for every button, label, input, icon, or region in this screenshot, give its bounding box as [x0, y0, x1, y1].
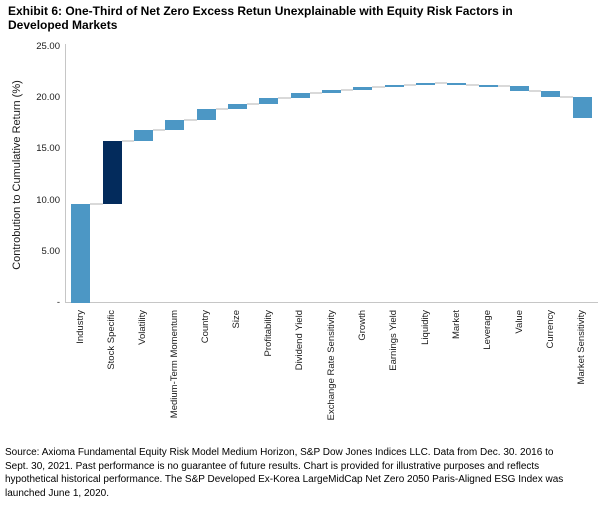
x-category-label-liquidity: Liquidity — [419, 310, 431, 345]
connector — [90, 202, 103, 205]
x-category-label-market-sensitivity: Market Sensitivity — [576, 310, 588, 385]
connector — [372, 85, 385, 88]
connector — [529, 89, 542, 92]
connector — [560, 95, 573, 98]
waterfall-chart: Controbution to Cumulative Return (%) 25… — [11, 41, 598, 421]
source-note-line: launched June 1, 2020. — [5, 487, 109, 499]
connector — [497, 84, 511, 87]
x-category-label-profitability: Profitability — [262, 310, 274, 357]
bar-value — [510, 85, 530, 91]
connector — [215, 108, 228, 111]
bar-market-sensitivity — [572, 96, 592, 118]
bar-country — [196, 109, 216, 120]
connector — [466, 83, 479, 86]
connector — [309, 92, 322, 95]
bar-stock-specific — [102, 141, 122, 204]
x-category-label-earnings-yield: Earnings Yield — [388, 310, 400, 371]
y-axis-line — [65, 44, 66, 303]
x-category-label-size: Size — [231, 310, 243, 329]
bar-leverage — [478, 84, 498, 87]
y-tick-label: 10.00 — [36, 194, 60, 206]
x-category-label-medium-term-momentum: Medium-Term Momentum — [168, 310, 180, 419]
bar-exchange-rate-sensitivity — [322, 90, 341, 94]
connector — [246, 103, 260, 106]
connector — [278, 97, 291, 100]
bar-size — [227, 104, 247, 110]
connector — [121, 140, 134, 143]
exhibit-title: Exhibit 6: One-Third of Net Zero Excess … — [8, 4, 513, 32]
bar-industry — [71, 203, 91, 303]
x-category-label-value: Value — [513, 310, 525, 334]
x-category-label-industry: Industry — [74, 310, 86, 344]
y-axis-title: Controbution to Cumulative Return (%) — [11, 80, 23, 270]
connector — [403, 83, 417, 86]
x-axis-baseline — [65, 302, 598, 303]
exhibit-title-line2: Developed Markets — [8, 18, 118, 32]
x-category-label-growth: Growth — [356, 310, 368, 341]
connector — [341, 89, 354, 91]
x-category-label-leverage: Leverage — [482, 310, 494, 350]
bar-liquidity — [416, 83, 436, 86]
y-tick-label: 25.00 — [36, 41, 60, 52]
exhibit-title-line1: Exhibit 6: One-Third of Net Zero Excess … — [8, 4, 513, 18]
source-note-line: Sept. 30, 2021. Past performance is no g… — [5, 460, 540, 472]
connector — [152, 128, 166, 131]
source-note-line: Source: Axioma Fundamental Equity Risk M… — [5, 447, 554, 458]
x-category-label-exchange-rate-sensitivity: Exchange Rate Sensitivity — [325, 310, 337, 421]
connector — [184, 118, 197, 121]
bar-currency — [541, 90, 561, 97]
connector — [435, 82, 448, 85]
y-tick-label: 15.00 — [36, 143, 60, 155]
x-category-label-country: Country — [200, 310, 212, 344]
x-category-label-dividend-yield: Dividend Yield — [294, 310, 306, 371]
y-tick-label: - — [56, 297, 60, 308]
bar-market — [447, 83, 467, 86]
y-tick-label: 20.00 — [36, 92, 60, 104]
bar-dividend-yield — [290, 93, 310, 99]
x-category-label-stock-specific: Stock Specific — [106, 310, 118, 370]
bar-volatility — [133, 129, 153, 142]
source-note: Source: Axioma Fundamental Equity Risk M… — [5, 446, 563, 500]
bar-medium-term-momentum — [165, 119, 185, 130]
source-note-line: hypothetical historical performance. The… — [5, 474, 564, 485]
y-tick-label: 5.00 — [41, 245, 61, 257]
bar-growth — [353, 86, 373, 90]
bar-earnings-yield — [384, 84, 404, 87]
x-category-label-market: Market — [450, 310, 462, 340]
x-category-label-currency: Currency — [544, 310, 556, 349]
bar-profitability — [259, 98, 279, 105]
x-category-label-volatility: Volatility — [137, 310, 149, 345]
